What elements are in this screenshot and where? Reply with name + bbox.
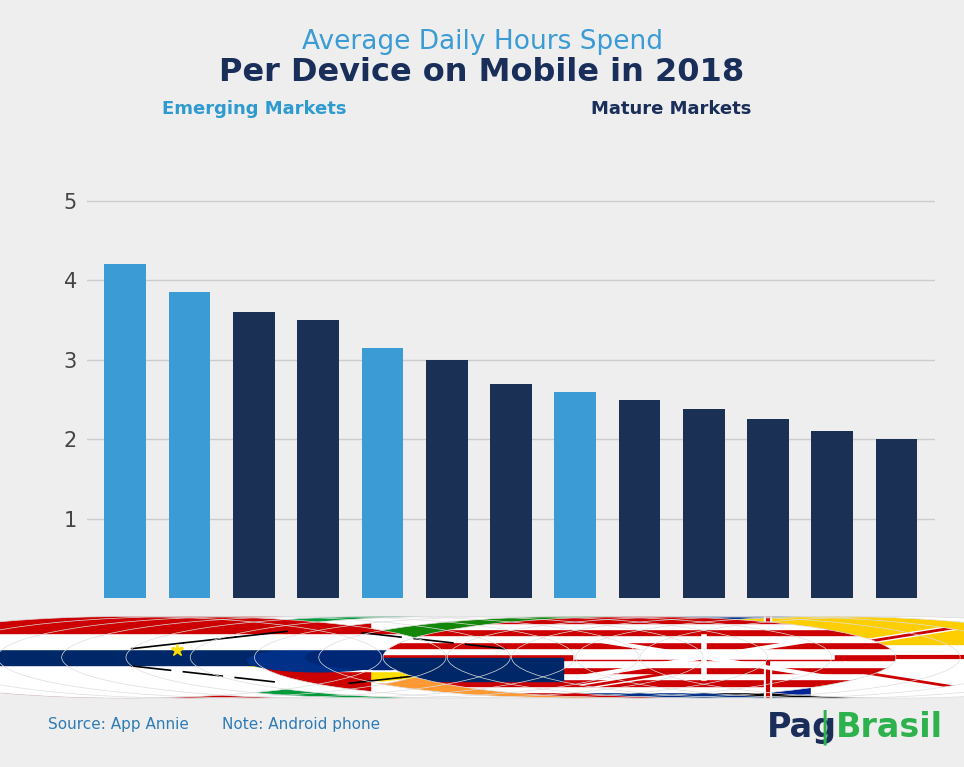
Ellipse shape	[383, 617, 896, 698]
Bar	[619, 400, 660, 598]
Text: Mature Markets: Mature Markets	[591, 100, 752, 118]
Bar	[747, 420, 789, 598]
Bar	[358, 660, 922, 667]
Ellipse shape	[248, 643, 388, 665]
Bar	[293, 616, 857, 644]
Bar	[358, 629, 922, 635]
Bar	[104, 265, 147, 598]
Ellipse shape	[254, 617, 767, 698]
Ellipse shape	[512, 617, 964, 698]
Ellipse shape	[62, 617, 575, 698]
Bar	[426, 360, 468, 598]
Bar	[550, 616, 964, 644]
Text: Source: App Annie: Source: App Annie	[48, 717, 189, 732]
Bar	[875, 439, 918, 598]
Ellipse shape	[254, 617, 767, 698]
Bar	[293, 644, 857, 671]
Text: Pag: Pag	[766, 710, 837, 744]
Bar	[0, 616, 471, 633]
Ellipse shape	[0, 617, 382, 698]
Bar	[358, 692, 922, 698]
Bar	[358, 673, 922, 680]
Text: |: |	[818, 709, 830, 745]
Ellipse shape	[306, 645, 459, 670]
Bar	[652, 612, 793, 703]
Ellipse shape	[640, 617, 964, 698]
Ellipse shape	[0, 617, 510, 698]
Bar	[358, 667, 922, 673]
Ellipse shape	[126, 617, 639, 698]
Bar	[358, 686, 922, 692]
Bar	[811, 612, 964, 703]
Ellipse shape	[190, 617, 703, 698]
Ellipse shape	[512, 617, 964, 698]
Bar	[370, 658, 563, 680]
Ellipse shape	[319, 617, 832, 698]
Ellipse shape	[319, 617, 832, 698]
Ellipse shape	[0, 617, 446, 698]
Bar	[228, 612, 370, 703]
Ellipse shape	[547, 653, 603, 662]
Ellipse shape	[190, 617, 703, 698]
Ellipse shape	[383, 617, 896, 698]
Ellipse shape	[190, 617, 703, 698]
Bar	[554, 392, 596, 598]
Ellipse shape	[640, 617, 964, 698]
Bar	[640, 612, 815, 703]
Ellipse shape	[576, 617, 964, 698]
Ellipse shape	[0, 617, 510, 698]
Text: Note: Android phone: Note: Android phone	[222, 717, 380, 732]
Bar	[490, 384, 532, 598]
Ellipse shape	[475, 652, 547, 663]
Bar	[358, 648, 922, 654]
Bar	[358, 641, 922, 648]
Bar	[293, 670, 857, 698]
Ellipse shape	[447, 617, 960, 698]
Bar	[358, 679, 922, 686]
Ellipse shape	[62, 617, 575, 698]
Ellipse shape	[0, 617, 382, 698]
Bar	[0, 649, 471, 666]
Ellipse shape	[576, 617, 964, 698]
Ellipse shape	[447, 617, 960, 698]
Bar	[297, 320, 339, 598]
Bar	[0, 665, 471, 682]
Ellipse shape	[62, 617, 575, 698]
Bar	[812, 431, 853, 598]
Ellipse shape	[447, 617, 960, 698]
Ellipse shape	[62, 617, 575, 698]
Ellipse shape	[512, 617, 964, 698]
Text: Emerging Markets: Emerging Markets	[162, 100, 346, 118]
Ellipse shape	[0, 617, 510, 698]
Ellipse shape	[0, 617, 510, 698]
Polygon shape	[177, 634, 587, 681]
Bar	[358, 617, 922, 623]
Ellipse shape	[0, 617, 382, 698]
Ellipse shape	[126, 617, 639, 698]
Bar	[358, 654, 922, 660]
Bar	[683, 409, 725, 598]
Bar	[0, 681, 471, 698]
Ellipse shape	[248, 650, 388, 672]
Text: Per Device on Mobile in 2018: Per Device on Mobile in 2018	[220, 58, 744, 88]
Bar	[362, 348, 403, 598]
Text: Brasil: Brasil	[836, 710, 943, 744]
Bar	[169, 292, 210, 598]
Ellipse shape	[126, 617, 639, 698]
Ellipse shape	[512, 617, 964, 698]
Bar	[550, 670, 964, 698]
Ellipse shape	[254, 617, 767, 698]
Bar	[358, 635, 922, 642]
Bar	[233, 312, 275, 598]
Ellipse shape	[447, 617, 960, 698]
Text: Average Daily Hours Spend: Average Daily Hours Spend	[302, 29, 662, 55]
Ellipse shape	[357, 643, 536, 672]
Bar	[358, 623, 922, 629]
Ellipse shape	[126, 617, 639, 698]
Bar	[0, 657, 408, 703]
Ellipse shape	[0, 617, 446, 698]
Bar	[0, 633, 471, 649]
Bar	[550, 644, 964, 671]
